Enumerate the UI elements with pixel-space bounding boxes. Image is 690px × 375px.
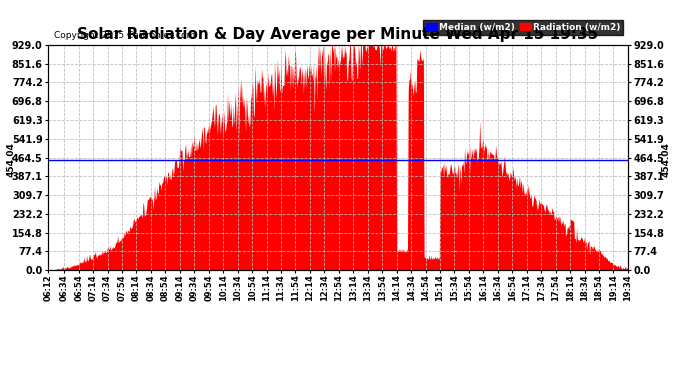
Text: 454.04: 454.04 xyxy=(6,142,15,177)
Title: Solar Radiation & Day Average per Minute Wed Apr 15 19:35: Solar Radiation & Day Average per Minute… xyxy=(77,27,599,42)
Text: Copyright 2015 Cartronics.com: Copyright 2015 Cartronics.com xyxy=(54,32,195,40)
Text: 454.04: 454.04 xyxy=(661,142,670,177)
Legend: Median (w/m2), Radiation (w/m2): Median (w/m2), Radiation (w/m2) xyxy=(423,20,623,34)
